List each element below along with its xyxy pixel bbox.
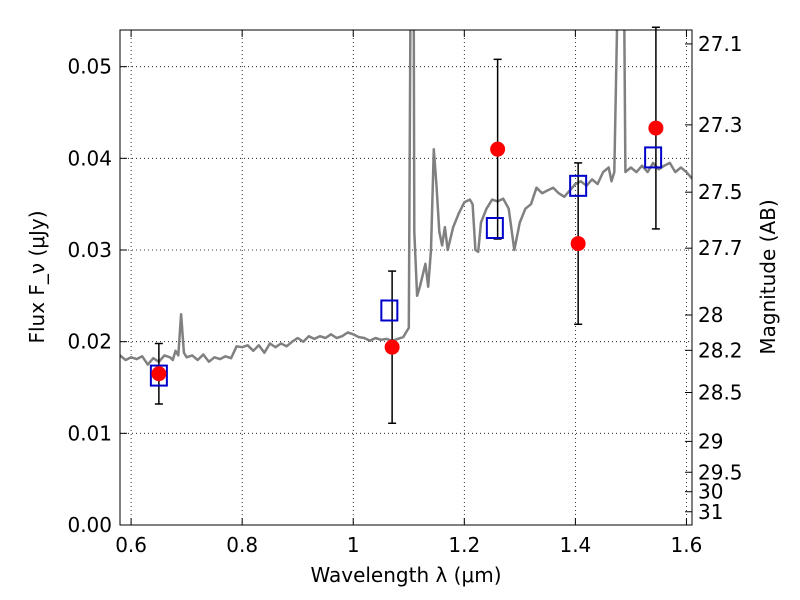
x-tick-label: 0.8 [226,533,258,557]
model-square-marker [644,146,663,169]
model-square-marker [380,299,399,322]
model-square-marker [569,174,588,197]
y2-tick-label: 27.7 [698,236,743,260]
y2-tick-label: 31 [698,500,723,524]
error-bars [154,26,660,424]
y-tick-label: 0.01 [67,421,112,445]
y-tick-label: 0.03 [67,238,112,262]
observed-point [648,120,664,136]
x-tick-label: 1.6 [671,533,703,557]
y2-axis-label: Magnitude (AB) [756,199,780,354]
tick-marks [120,30,692,526]
y2-tick-label: 28.5 [698,381,743,405]
model-square-marker [149,364,168,387]
y2-tick-label: 27.1 [698,32,743,56]
spectrum-series [120,30,692,366]
observed-series [151,120,664,382]
y-tick-label: 0.05 [67,55,112,79]
y2-tick-label: 29 [698,429,723,453]
y-tick-label: 0.00 [67,513,112,537]
model-series [149,146,663,387]
plot-frame [119,29,693,526]
model-square-marker [485,217,504,239]
y2-tick-label: 28 [698,303,723,327]
y2-tick-label: 27.5 [698,180,743,204]
spectrum-line [120,30,692,366]
x-tick-label: 1.2 [448,533,480,557]
x-axis-label: Wavelength λ (μm) [310,563,501,587]
tick-labels: 0.6 0.8 1 1.2 1.4 1.6 0.00 0.01 0.02 0.03 0.04 0.05… [67,32,742,557]
x-tick-label: 0.6 [115,533,147,557]
observed-point [570,236,586,252]
x-tick-label: 1 [347,533,360,557]
x-tick-label: 1.4 [559,533,591,557]
y-axis-label: Flux F_ν (μJy) [25,210,49,343]
observed-point [151,366,167,382]
y2-tick-label: 29.5 [698,460,743,484]
grid [120,30,692,526]
y2-tick-label: 30 [698,480,723,504]
observed-point [490,141,506,157]
y-tick-label: 0.04 [67,146,112,170]
y2-tick-label: 27.3 [698,113,743,137]
y2-tick-label: 28.2 [698,338,743,362]
observed-point [384,339,400,355]
y-tick-label: 0.02 [67,330,112,354]
